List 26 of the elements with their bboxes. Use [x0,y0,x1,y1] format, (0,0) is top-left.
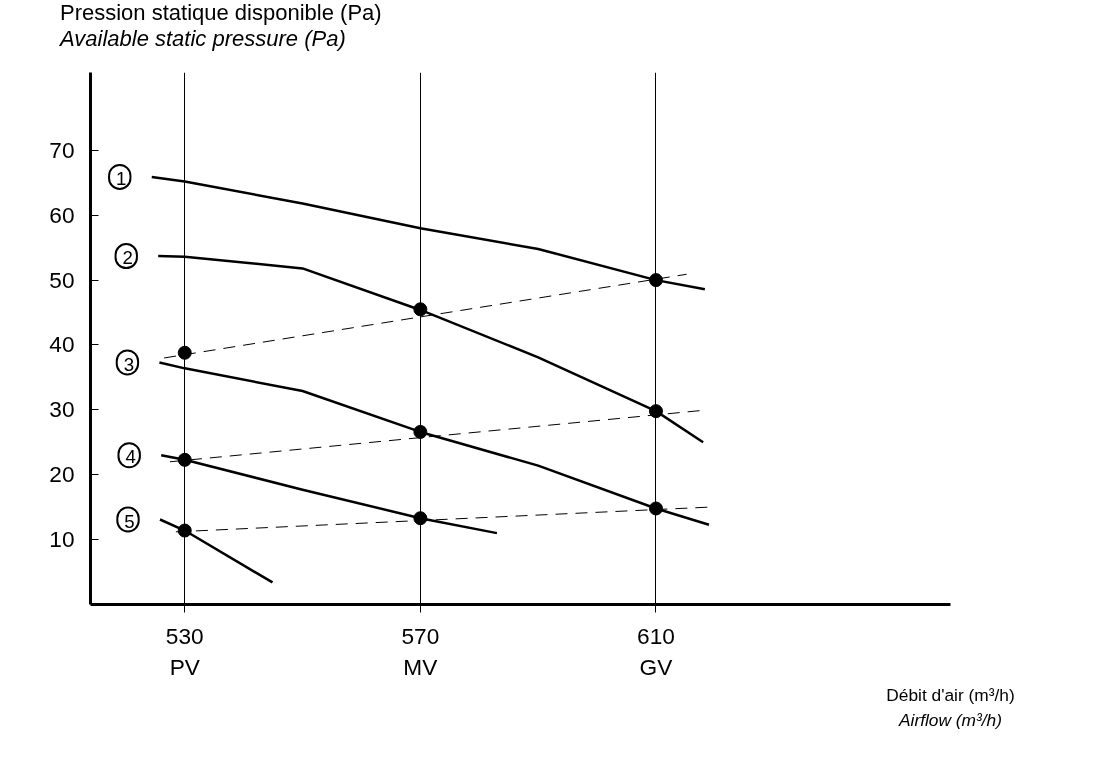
point [177,345,192,360]
y-tick-label: 60 [49,201,75,228]
x-tick-label: 570 MV [401,622,440,680]
point [648,404,663,419]
point [648,273,663,288]
y-tick-label: 30 [49,396,75,423]
series-label: 4 [125,446,136,468]
point [648,501,663,516]
x-tick-label: 530 PV [165,622,204,680]
y-tick-label: 20 [49,461,75,488]
x-axis-title: Débit d'air (m³/h) Airflow (m³/h) [886,684,1015,730]
y-tick-label: 70 [49,136,75,163]
y-tick-label: 40 [49,331,75,358]
point [177,523,192,538]
series-label: 2 [122,247,133,269]
point [413,424,428,439]
y-tick-label: 10 [49,526,75,553]
series-label: 3 [123,353,135,375]
y-tick-label: 50 [49,266,75,293]
point [413,302,428,317]
x-tick-label: 610 GV [637,622,675,680]
series-label: 1 [116,167,127,189]
y-axis-title: Pression statique disponible (Pa) Available static pressure (Pa) [60,0,382,52]
series-label: 5 [124,510,135,532]
point [413,511,428,526]
point [177,452,192,467]
